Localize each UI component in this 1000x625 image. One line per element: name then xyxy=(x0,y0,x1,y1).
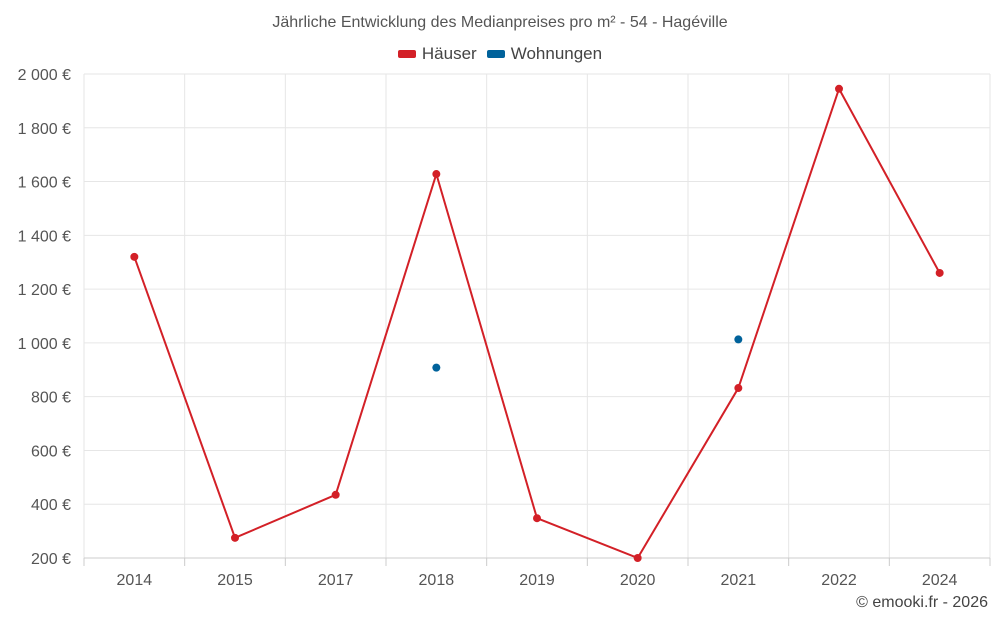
series-line-houses xyxy=(133,87,941,559)
data-point-houses xyxy=(633,554,642,562)
data-point-apartments xyxy=(734,335,743,344)
data-point-houses xyxy=(533,514,541,523)
chart-legend: Häuser Wohnungen xyxy=(0,44,1000,64)
x-tick-label: 2024 xyxy=(922,572,958,589)
copyright-text: © emooki.fr - 2026 xyxy=(856,594,988,611)
y-tick-label: 1 800 € xyxy=(18,121,71,138)
legend-label-apartments: Wohnungen xyxy=(510,44,603,63)
y-tick-label: 400 € xyxy=(31,497,71,514)
x-tick-label: 2021 xyxy=(721,572,757,589)
x-tick-label: 2020 xyxy=(620,572,656,589)
y-tick-label: 600 € xyxy=(31,443,71,460)
data-point-houses xyxy=(130,252,139,261)
x-tick-label: 2018 xyxy=(419,572,455,589)
data-point-houses xyxy=(734,384,743,393)
data-point-houses xyxy=(231,533,239,542)
y-tick-label: 1 400 € xyxy=(18,228,71,245)
data-point-apartments xyxy=(432,363,441,372)
chart-title: Jährliche Entwicklung des Medianpreises … xyxy=(272,14,728,31)
y-tick-label: 2 000 € xyxy=(18,67,71,84)
data-point-houses xyxy=(432,170,441,179)
x-tick-label: 2014 xyxy=(117,572,153,589)
legend-swatch-apartments xyxy=(486,50,505,58)
legend-label-houses: Häuser xyxy=(421,44,477,63)
legend-swatch-houses xyxy=(397,50,416,58)
x-tick-label: 2019 xyxy=(519,572,555,589)
x-tick-label: 2022 xyxy=(821,572,857,589)
x-tick-label: 2017 xyxy=(318,572,354,589)
y-tick-label: 1 600 € xyxy=(18,175,71,192)
y-tick-label: 800 € xyxy=(31,390,71,407)
data-point-houses xyxy=(835,84,843,93)
data-point-houses xyxy=(935,268,944,277)
y-tick-label: 1 000 € xyxy=(18,336,71,353)
y-tick-label: 1 200 € xyxy=(18,282,71,299)
data-point-houses xyxy=(331,490,340,499)
y-tick-label: 200 € xyxy=(31,551,71,568)
legend-item-houses[interactable]: Häuser xyxy=(397,44,477,64)
x-tick-label: 2015 xyxy=(217,572,253,589)
legend-item-apartments[interactable]: Wohnungen xyxy=(486,44,603,64)
